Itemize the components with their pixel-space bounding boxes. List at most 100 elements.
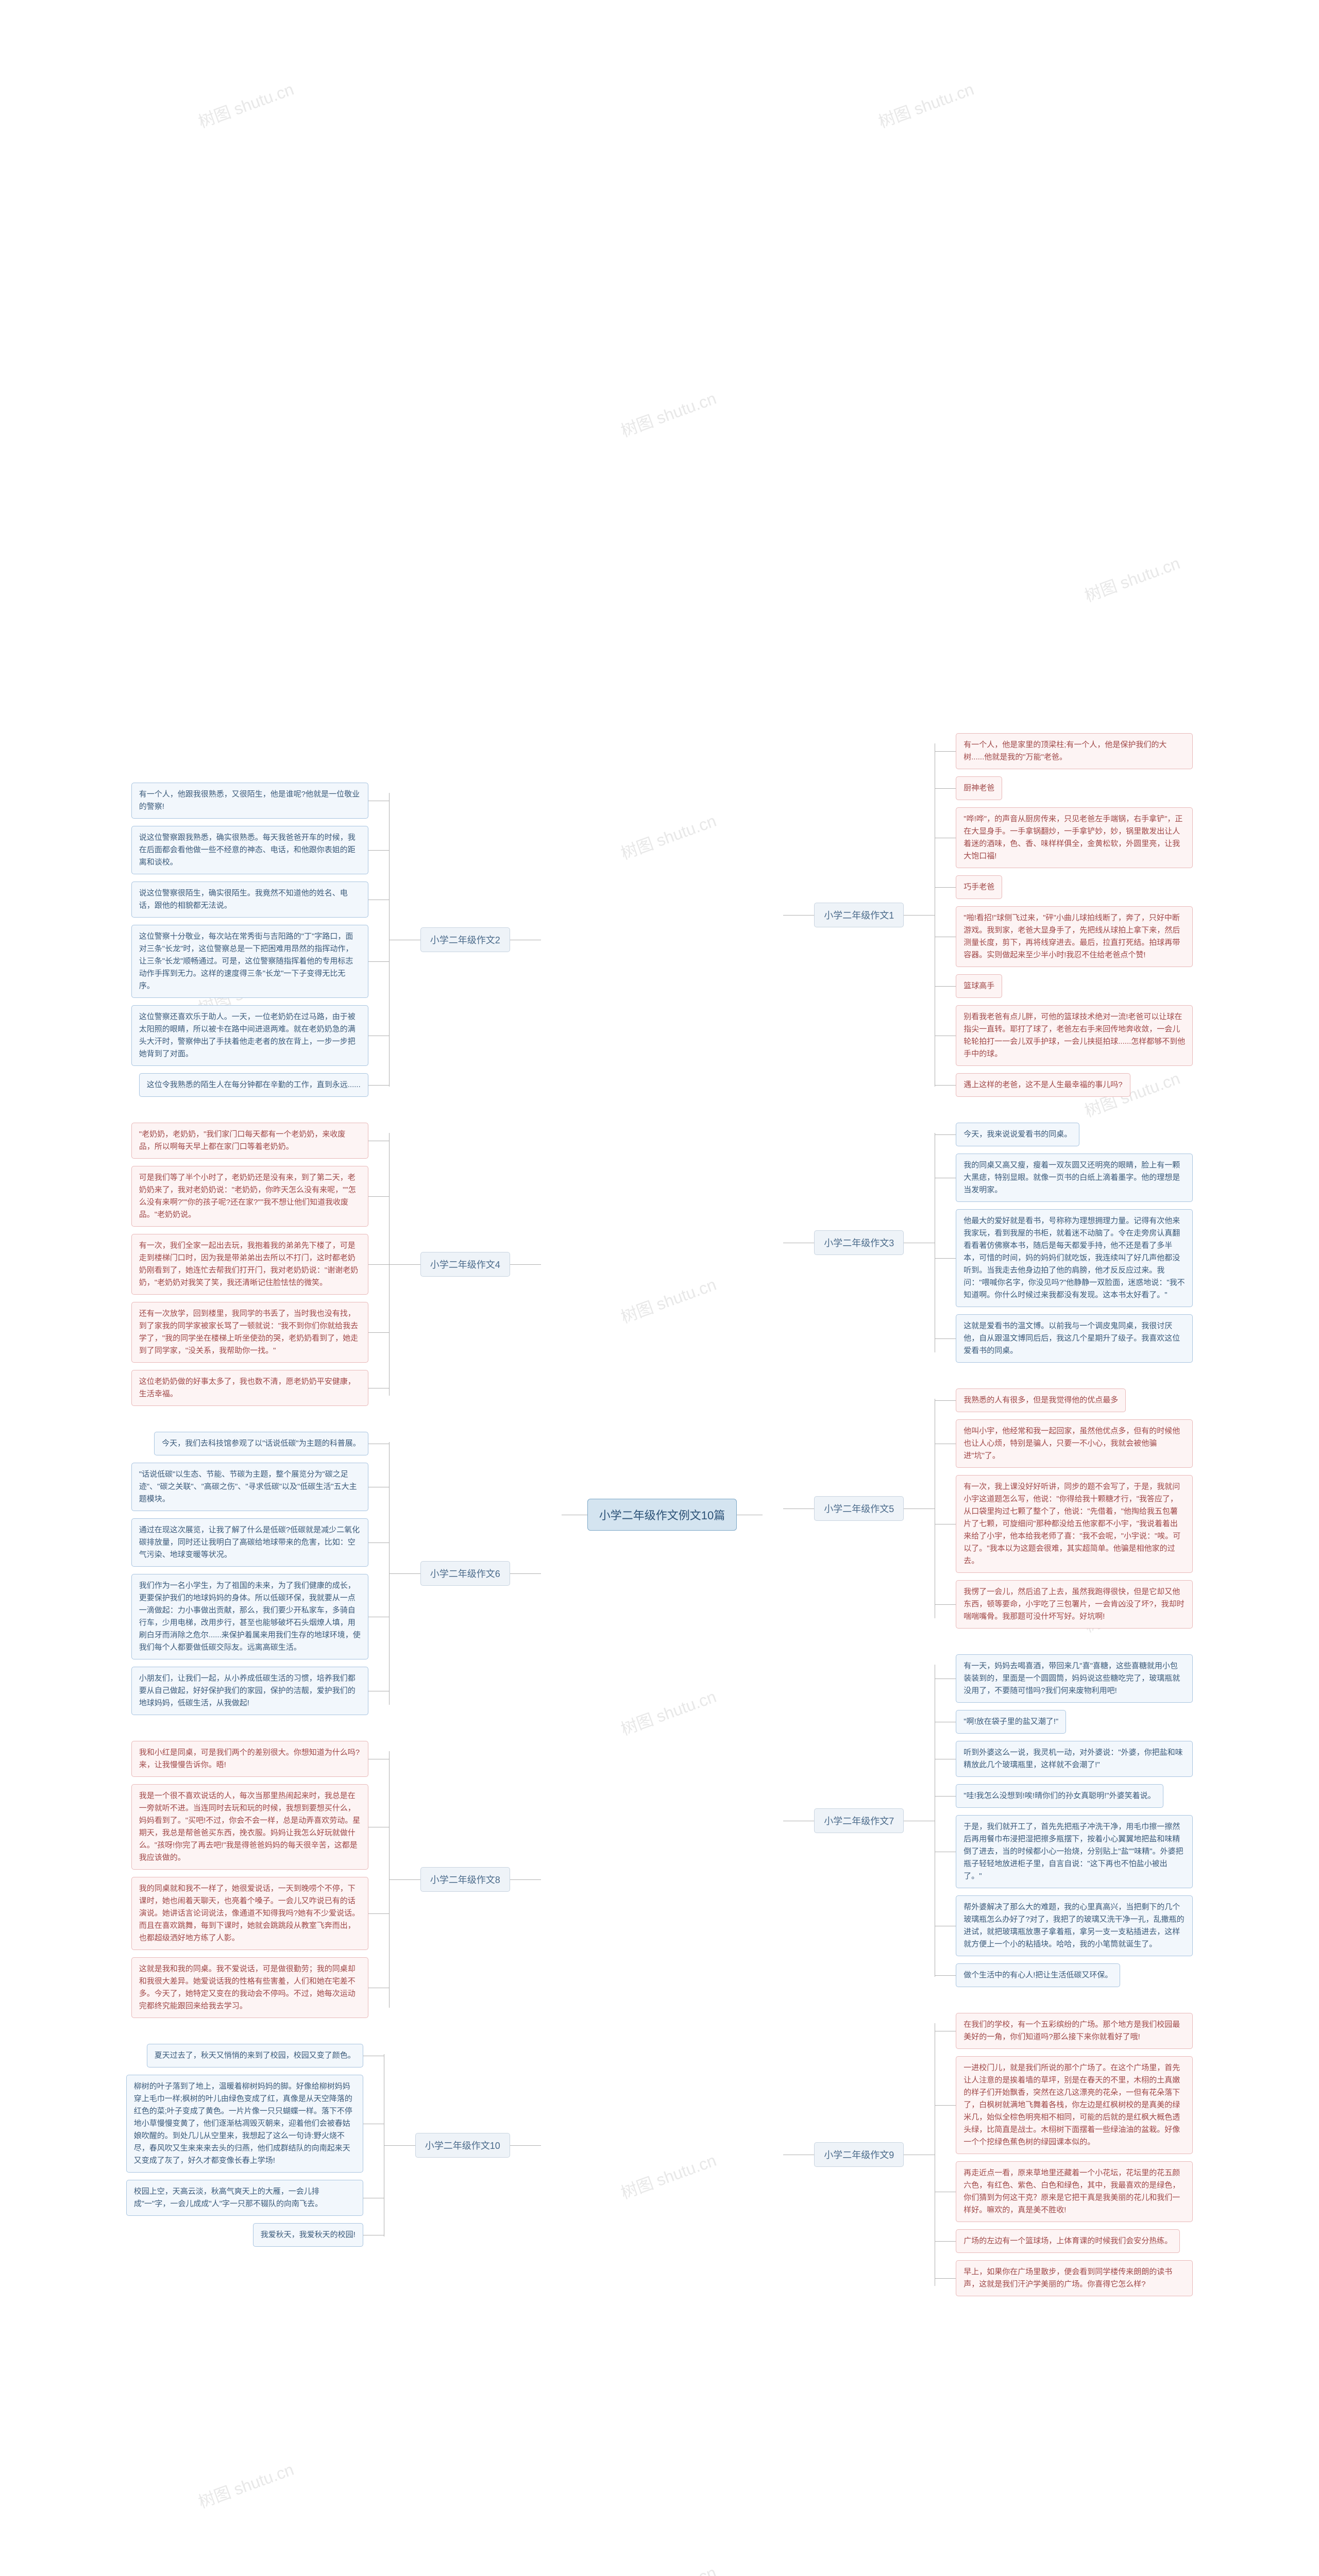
leaf-row: 他叫小宇，他经常和我一起回家，虽然他优点多，但有的时候他也让人心烦，特别是骗人，… — [935, 1419, 1193, 1468]
branch-inner: 小学二年级作文8 我和小红是同桌，可是我们两个的差别很大。你想知道为什么吗?来，让… — [131, 1741, 510, 2018]
branch-label: 小学二年级作文6 — [420, 1561, 510, 1586]
branch: 小学二年级作文8 我和小红是同桌，可是我们两个的差别很大。你想知道为什么吗?来，让… — [131, 1741, 541, 2018]
connector-stub — [368, 1085, 389, 1086]
connector-stub — [935, 1796, 956, 1797]
leaves: 我熟悉的人有很多，但是我觉得他的优点最多他叫小宇，他经常和我一起回家，虽然他优点… — [935, 1388, 1193, 1629]
branch-inner: 小学二年级作文6 今天，我们去科技馆参观了以"话说低碳"为主题的科普展。 "话说低碳… — [131, 1432, 510, 1715]
connector-stub — [935, 1400, 956, 1401]
leaves: 有一个人，他跟我很熟悉，又很陌生，他是谁呢?他就是一位敬业的警察! 说这位警察跟我… — [131, 783, 389, 1097]
connector-stub — [935, 788, 956, 789]
leaf-node: 厨神老爸 — [956, 776, 1002, 800]
leaf-row: 我熟悉的人有很多，但是我觉得他的优点最多 — [935, 1388, 1126, 1412]
leaf-row: 这就是爱看书的温文博。以前我与一个调皮鬼同桌，我很讨厌他，自从跟温文博同后后，我… — [935, 1314, 1193, 1363]
right-side: 小学二年级作文1 有一个人，他是家里的顶梁柱;有一个人，他是保护我们的大树....… — [783, 733, 1193, 2296]
center-node: 小学二年级作文例文10篇 — [587, 1499, 737, 1531]
leaf-node: 早上，如果你在广场里散步，便会看到同学楼传来朗朗的读书声，这就是我们汗沪学美丽的… — [956, 2260, 1193, 2296]
leaf-row: 还有一次放学，回到楼里，我同学的书丢了，当时我也没有找，到了家我的同学家被家长骂… — [131, 1302, 389, 1363]
branch-label: 小学二年级作文9 — [814, 2142, 904, 2167]
connector — [904, 915, 935, 916]
leaf-node: 做个生活中的有心人!把让生活低碳又环保。 — [956, 1963, 1120, 1987]
leaf-row: 遇上这样的老爸，这不是人生最幸福的事儿吗? — [935, 1073, 1130, 1097]
leaf-row: 早上，如果你在广场里散步，便会看到同学楼传来朗朗的读书声，这就是我们汗沪学美丽的… — [935, 2260, 1193, 2296]
leaves: "老奶奶，老奶奶，"我们家门口每天都有一个老奶奶，来收废品，所以啊每天早上都在家… — [131, 1123, 389, 1406]
leaf-node: 夏天过去了，秋天又悄悄的来到了校园，校园又变了颜色。 — [147, 2044, 363, 2067]
connector-stub — [368, 1913, 389, 1914]
leaf-row: 广场的左边有一个篮球场，上体育课的时候我们会安分热练。 — [935, 2229, 1180, 2253]
connector-stub — [935, 1134, 956, 1135]
branch: 小学二年级作文7 有一天，妈妈去喝喜酒，带回来几"喜"喜糖，这些喜糖就用小包装装到… — [783, 1654, 1193, 1987]
leaf-node: 广场的左边有一个篮球场，上体育课的时候我们会安分热练。 — [956, 2229, 1180, 2253]
leaf-node: 我们作为一名小学生，为了祖国的未来，为了我们健康的成长，更要保护我们的地球妈妈的… — [131, 1574, 368, 1659]
leaf-row: 我愣了一会儿，然后追了上去，虽然我跑得很快，但是它却又他东西，顿等要命，小宇吃了… — [935, 1580, 1193, 1629]
leaf-row: 我的同桌就和我不一样了，她很爱说话，一天到晚唠个不停，下课时，她也闹着天聊天，也… — [131, 1877, 389, 1950]
leaf-row: 通过在现这次展览，让我了解了什么是低碳?低碳就是减少二氧化碳排放量，同时还让我明… — [131, 1518, 389, 1567]
connector-stub — [935, 751, 956, 752]
branch: 小学二年级作文10夏天过去了，秋天又悄悄的来到了校园，校园又变了颜色。柳树的叶子… — [126, 2044, 541, 2247]
leaf-node: 我的同桌又高又瘦，瘦着一双灰圆又还明亮的眼睛，脸上有一颗大黑痣，特别显眼。就像一… — [956, 1154, 1193, 1202]
branch-label: 小学二年级作文3 — [814, 1230, 904, 1255]
connector — [510, 2145, 541, 2146]
leaf-node: 我爱秋天，我爱秋天的校园! — [253, 2223, 363, 2247]
leaf-node: 有一次，我们全家一起出去玩，我抱着我的弟弟先下楼了，可是走到楼梯门口时，因为我是… — [131, 1234, 368, 1295]
connector-stub — [368, 1264, 389, 1265]
leaf-node: 我是一个很不喜欢说话的人，每次当那里热闹起来时，我总是在一旁就听不进。当连同时去… — [131, 1784, 368, 1870]
center-wrap: 小学二年级作文例文10篇 — [562, 1499, 763, 1531]
leaf-row: 我爱秋天，我爱秋天的校园! — [253, 2223, 384, 2247]
mindmap-root: 小学二年级作文2有一个人，他跟我很熟悉，又很陌生，他是谁呢?他就是一位敬业的警察… — [21, 21, 1298, 2576]
leaf-row: 说这位警察跟我熟悉，确实很熟悉。每天我爸爸开车的时候，我在后面都会看他做一些不经… — [131, 826, 389, 874]
branch: 小学二年级作文3今天，我来说说爱看书的同桌。我的同桌又高又瘦，瘦着一双灰圆又还明… — [783, 1123, 1193, 1363]
branch-inner: 小学二年级作文4 "老奶奶，老奶奶，"我们家门口每天都有一个老奶奶，来收废品，所以… — [131, 1123, 510, 1406]
leaf-node: "哗!哗"，的声音从厨房传来，只见老爸左手端锅，右手拿铲"，正在大显身手。一手拿… — [956, 807, 1193, 868]
leaf-row: 夏天过去了，秋天又悄悄的来到了校园，校园又变了颜色。 — [147, 2044, 384, 2067]
branch-inner: 小学二年级作文1 有一个人，他是家里的顶梁柱;有一个人，他是保护我们的大树....… — [814, 733, 1193, 1097]
branch: 小学二年级作文6 今天，我们去科技馆参观了以"话说低碳"为主题的科普展。 "话说低碳… — [131, 1432, 541, 1715]
leaf-row: "话说低碳"以生态、节能、节碳为主题，整个展览分为"碳之足迹"、"碳之关联"、"… — [131, 1463, 389, 1511]
branch-label: 小学二年级作文1 — [814, 903, 904, 927]
leaf-node: 有一个人，他跟我很熟悉，又很陌生，他是谁呢?他就是一位敬业的警察! — [131, 783, 368, 819]
connector-stub — [935, 887, 956, 888]
leaf-row: 柳树的叶子落到了地上，温暖着柳树妈妈的脚。好像给柳树妈妈穿上毛巾一样;枫树的叶儿… — [126, 2075, 384, 2173]
leaf-node: 帮外婆解决了那么大的难题，我的心里真高兴，当把剩下的几个玻璃瓶怎么办好了?对了，… — [956, 1895, 1193, 1956]
branch-inner: 小学二年级作文5 我熟悉的人有很多，但是我觉得他的优点最多他叫小宇，他经常和我一起… — [814, 1388, 1193, 1629]
leaf-row: 我们作为一名小学生，为了祖国的未来，为了我们健康的成长，更要保护我们的地球妈妈的… — [131, 1574, 389, 1659]
leaf-node: 听到外婆这么一说，我灵机一动，对外婆说："外婆，你把盐和味精放此几个玻璃瓶里，这… — [956, 1741, 1193, 1777]
branch-label: 小学二年级作文5 — [814, 1496, 904, 1521]
connector-stub — [935, 2278, 956, 2279]
leaf-node: 于是，我们就开工了，首先先把瓶子冲洗干净，用毛巾擦一擦然后再用餐巾布浸把湿把擦多… — [956, 1815, 1193, 1888]
leaf-row: 他最大的爱好就是看书，号称称为理想拥理力量。记得有次他来我家玩，看到我屋的书柜，… — [935, 1209, 1193, 1307]
leaf-row: 别看我老爸有点儿胖，可他的篮球技术绝对一流!老爸可以让球在指尖一直转。耶打了球了… — [935, 1005, 1193, 1066]
leaf-node: 小朋友们，让我们一起，从小养成低碳生活的习惯，培养我们都要从自己做起，好好保护我… — [131, 1667, 368, 1715]
branch: 小学二年级作文1 有一个人，他是家里的顶梁柱;有一个人，他是保护我们的大树....… — [783, 733, 1193, 1097]
branch-label: 小学二年级作文7 — [814, 1808, 904, 1833]
leaves: 有一个人，他是家里的顶梁柱;有一个人，他是保护我们的大树......他就是我的"… — [935, 733, 1193, 1097]
leaf-row: 做个生活中的有心人!把让生活低碳又环保。 — [935, 1963, 1120, 1987]
leaf-row: 篮球高手 — [935, 974, 1002, 998]
connector-stub — [935, 986, 956, 987]
leaf-row: 有一个人，他跟我很熟悉，又很陌生，他是谁呢?他就是一位敬业的警察! — [131, 783, 389, 819]
leaf-node: 巧手老爸 — [956, 875, 1002, 899]
branch: 小学二年级作文2有一个人，他跟我很熟悉，又很陌生，他是谁呢?他就是一位敬业的警察… — [131, 783, 541, 1097]
connector — [510, 1573, 541, 1574]
connector — [510, 1264, 541, 1265]
leaf-node: 有一天，妈妈去喝喜酒，带回来几"喜"喜糖，这些喜糖就用小包装装到的，里面是一个圆… — [956, 1654, 1193, 1703]
leaf-node: 这位警察十分敬业，每次站在常秀街与吉阳路的"丁"字路口，面对三条"长龙"时，这位… — [131, 925, 368, 998]
branch-inner: 小学二年级作文2有一个人，他跟我很熟悉，又很陌生，他是谁呢?他就是一位敬业的警察… — [131, 783, 510, 1097]
leaf-node: 说这位警察跟我熟悉，确实很熟悉。每天我爸爸开车的时候，我在后面都会看他做一些不经… — [131, 826, 368, 874]
leaf-row: 说这位警察很陌生，确实很陌生。我竟然不知道他的姓名、电话，跟他的相貌都无法说。 — [131, 882, 389, 918]
branch-label: 小学二年级作文4 — [420, 1252, 510, 1277]
leaf-row: "哗!哗"，的声音从厨房传来，只见老爸左手端锅，右手拿铲"，正在大显身手。一手拿… — [935, 807, 1193, 868]
connector — [384, 2145, 415, 2146]
leaf-row: 一进校门儿，就是我们所说的那个广场了。在这个广场里，首先让人注意的是挨着墙的草坪… — [935, 2056, 1193, 2154]
branch-label: 小学二年级作文8 — [420, 1867, 510, 1892]
connector — [390, 1879, 420, 1880]
connector-stub — [935, 1604, 956, 1605]
leaf-node: 这就是爱看书的温文博。以前我与一个调皮鬼同桌，我很讨厌他，自从跟温文博同后后，我… — [956, 1314, 1193, 1363]
leaf-node: 柳树的叶子落到了地上，温暖着柳树妈妈的脚。好像给柳树妈妈穿上毛巾一样;枫树的叶儿… — [126, 2075, 363, 2173]
leaves: 我和小红是同桌，可是我们两个的差别很大。你想知道为什么吗?来，让我慢慢告诉你。晤… — [131, 1741, 389, 2018]
branch: 小学二年级作文9在我们的学校，有一个五彩缤纷的广场。那个地方是我们校园最美好的一… — [783, 2013, 1193, 2296]
leaf-row: 今天，我们去科技馆参观了以"话说低碳"为主题的科普展。 — [154, 1432, 389, 1455]
leaf-node: 还有一次放学，回到楼里，我同学的书丢了，当时我也没有找，到了家我的同学家被家长骂… — [131, 1302, 368, 1363]
connector-stub — [935, 1258, 956, 1259]
leaf-node: 遇上这样的老爸，这不是人生最幸福的事儿吗? — [956, 1073, 1130, 1097]
leaf-row: 有一次，我们全家一起出去玩，我抱着我的弟弟先下楼了，可是走到楼梯门口时，因为我是… — [131, 1234, 389, 1295]
